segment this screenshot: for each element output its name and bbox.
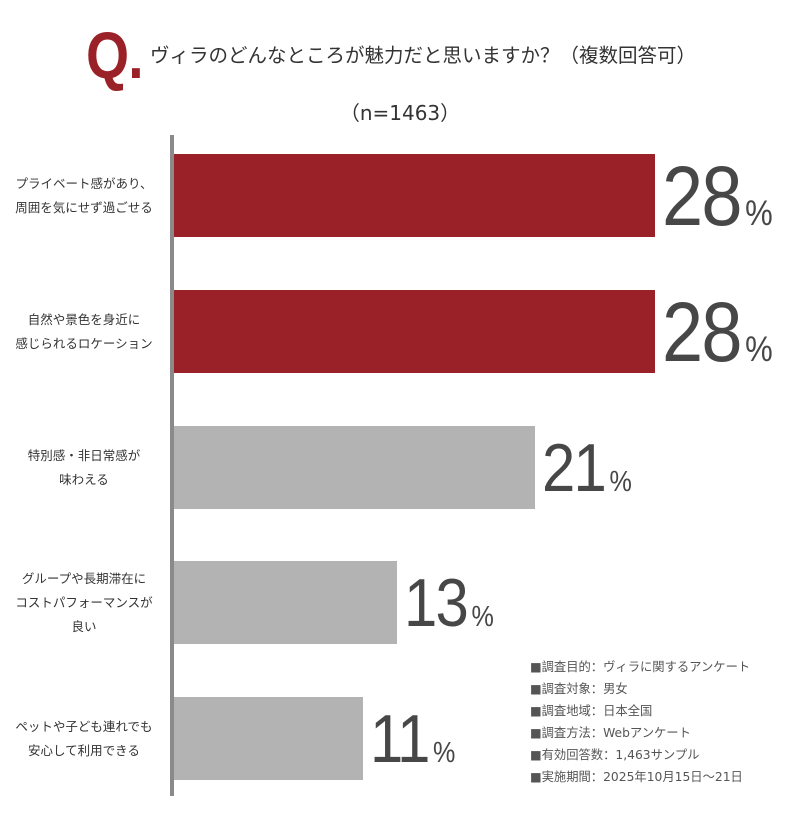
note-valid-responses: ■有効回答数：1,463サンプル bbox=[530, 748, 700, 763]
note-survey-purpose: ■調査目的：ヴィラに関するアンケート bbox=[530, 660, 751, 674]
value-label: 13% bbox=[404, 561, 506, 644]
y-axis-line bbox=[170, 135, 174, 796]
percent-sign: % bbox=[471, 600, 495, 633]
bar-row: 自然や景色を身近に 感じられるロケーション 28% bbox=[0, 284, 800, 379]
bar-row: 特別感・非日常感が 味わえる 21% bbox=[0, 426, 800, 509]
note-survey-region: ■調査地域：日本全国 bbox=[530, 704, 653, 719]
question-mark-logo: Q. bbox=[86, 18, 144, 92]
category-label: プライベート感があり、 周囲を気にせず過ごせる bbox=[15, 175, 153, 215]
bar bbox=[174, 154, 656, 237]
bar bbox=[174, 290, 656, 373]
category-label: 自然や景色を身近に 感じられるロケーション bbox=[15, 311, 153, 351]
percent-sign: % bbox=[745, 193, 773, 233]
value-number: 28 bbox=[662, 284, 742, 379]
value-number: 11 bbox=[369, 700, 430, 777]
note-survey-method: ■調査方法：Webアンケート bbox=[530, 726, 691, 741]
sample-size: （n=1463） bbox=[339, 101, 461, 125]
bar-row: グループや長期滞在に コストパフォーマンスが 良い 13% bbox=[0, 561, 800, 644]
value-label: 28% bbox=[662, 148, 788, 243]
value-number: 28 bbox=[662, 148, 742, 243]
note-survey-target: ■調査対象：男女 bbox=[530, 682, 628, 697]
page-title: ヴィラのどんなところが魅力だと思いますか？（複数回答可） bbox=[150, 44, 697, 67]
category-label: グループや長期滞在に コストパフォーマンスが 良い bbox=[15, 570, 153, 634]
value-label: 11% bbox=[370, 697, 467, 780]
bar bbox=[174, 561, 398, 644]
percent-sign: % bbox=[432, 736, 456, 769]
value-number: 13 bbox=[404, 564, 469, 641]
bar-row: ペットや子ども連れでも 安心して利用できる 11% bbox=[0, 697, 800, 780]
bar bbox=[174, 426, 535, 509]
value-label: 21% bbox=[542, 426, 644, 509]
value-label: 28% bbox=[662, 284, 788, 379]
survey-notes: ■調査目的：ヴィラに関するアンケート ■調査対象：男女 ■調査地域：日本全国 ■… bbox=[530, 656, 790, 789]
bar-row: プライベート感があり、 周囲を気にせず過ごせる 28% bbox=[0, 148, 800, 243]
percent-sign: % bbox=[609, 465, 632, 498]
note-survey-period: ■実施期間：2025年10月15日～21日 bbox=[530, 770, 743, 785]
category-label: ペットや子ども連れでも 安心して利用できる bbox=[15, 718, 153, 758]
bar bbox=[174, 697, 363, 780]
category-label: 特別感・非日常感が 味わえる bbox=[27, 447, 141, 487]
value-number: 21 bbox=[541, 429, 607, 506]
percent-sign: % bbox=[745, 329, 773, 369]
